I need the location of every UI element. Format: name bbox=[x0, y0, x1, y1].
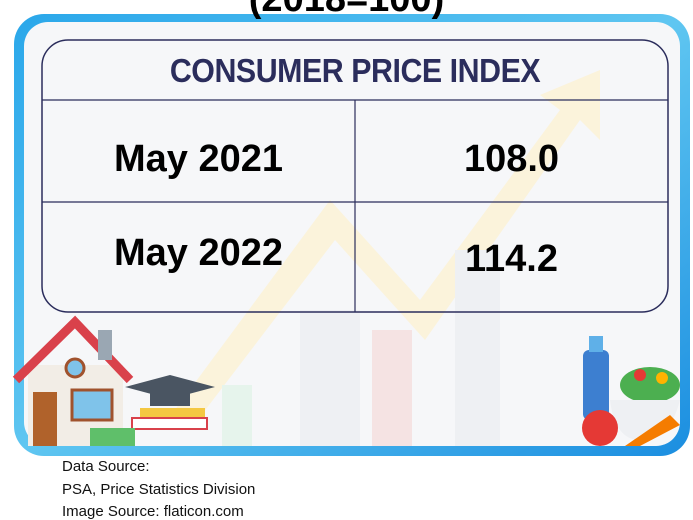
bar-deco bbox=[300, 310, 360, 446]
table-title: CONSUMER PRICE INDEX bbox=[169, 52, 541, 89]
value-cell: 114.2 bbox=[465, 238, 558, 280]
bar-deco bbox=[455, 250, 500, 446]
groceries-icon bbox=[582, 336, 680, 446]
arrow bbox=[160, 70, 600, 430]
source-label: Data Source: bbox=[62, 458, 150, 475]
image-source: Image Source: flaticon.com bbox=[62, 503, 244, 520]
period-cell: May 2021 bbox=[113, 138, 283, 180]
value-cell: 108.0 bbox=[463, 138, 560, 180]
bar-deco bbox=[372, 330, 412, 446]
subtitle: (2018=100) bbox=[0, 0, 693, 21]
period-cell: May 2022 bbox=[113, 232, 283, 274]
source-text: PSA, Price Statistics Division bbox=[62, 481, 256, 498]
bar-deco bbox=[222, 385, 252, 446]
education-icon bbox=[90, 375, 215, 446]
